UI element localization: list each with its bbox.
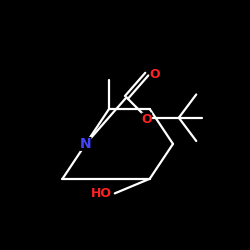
- Text: O: O: [142, 113, 152, 126]
- Text: HO: HO: [91, 187, 112, 200]
- Text: O: O: [150, 68, 160, 80]
- Text: N: N: [80, 137, 92, 151]
